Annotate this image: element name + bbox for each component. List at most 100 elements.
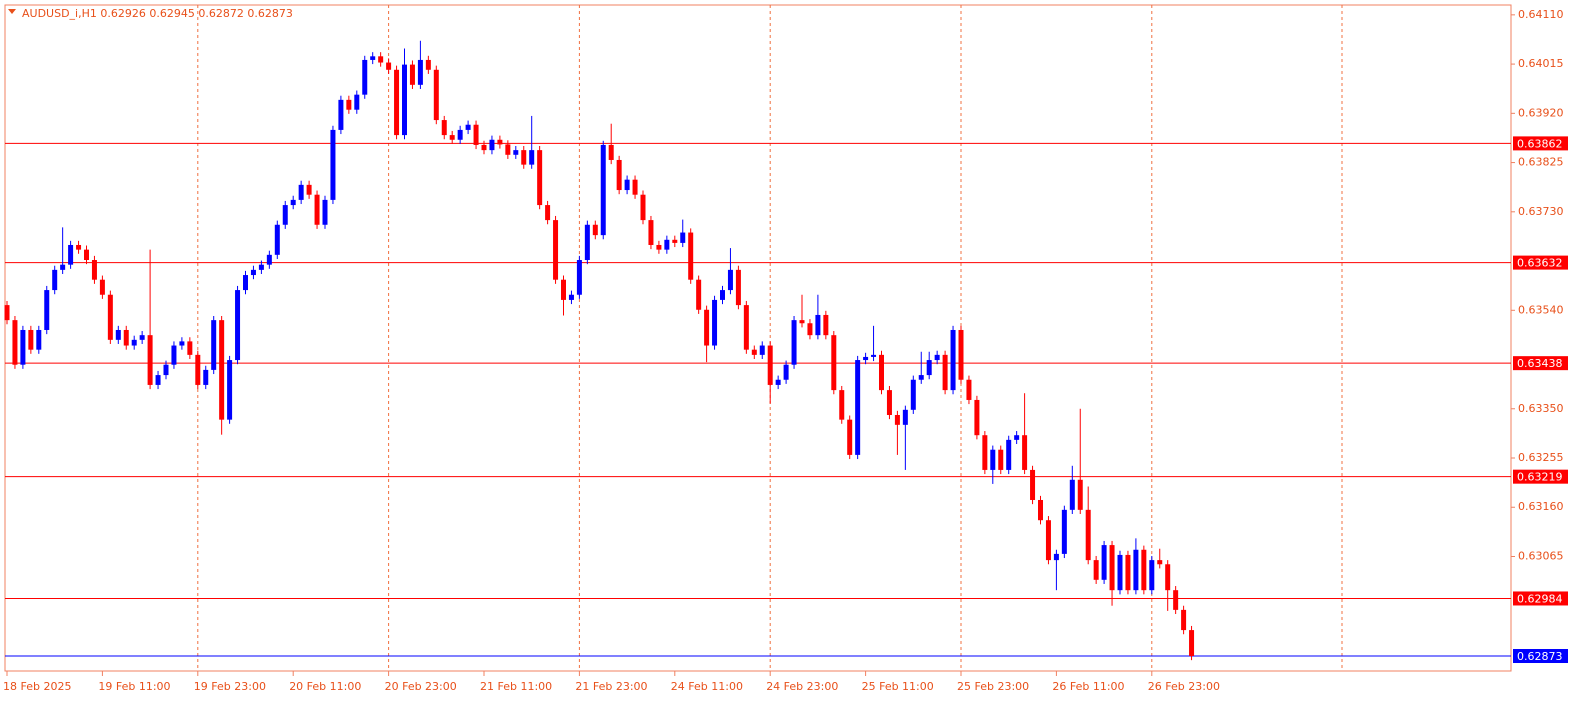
y-tick-label: 0.63825 xyxy=(1518,156,1564,169)
candle-body xyxy=(632,179,638,195)
candle-body xyxy=(910,379,916,410)
level-label: 0.63862 xyxy=(1517,137,1563,150)
candle-body xyxy=(115,329,121,340)
candle-body xyxy=(648,220,654,245)
x-tick-label: 20 Feb 11:00 xyxy=(289,680,361,693)
x-tick-label: 26 Feb 11:00 xyxy=(1052,680,1124,693)
candle-body xyxy=(425,59,431,70)
candle-body xyxy=(998,449,1004,470)
candle-body xyxy=(1030,469,1036,500)
header-open: 0.62926 xyxy=(100,7,146,20)
candle-body xyxy=(958,329,964,380)
candle-body xyxy=(990,449,996,470)
candle-body xyxy=(473,124,479,145)
y-tick-label: 0.63540 xyxy=(1518,303,1564,316)
candle-body xyxy=(258,264,264,270)
candle-body xyxy=(99,279,105,295)
candle-body xyxy=(354,94,360,110)
candle-body xyxy=(20,329,26,365)
candle-body xyxy=(879,354,884,391)
candle-body xyxy=(84,249,89,261)
candle-body xyxy=(537,150,543,206)
candle-body xyxy=(1045,520,1051,561)
candle-body xyxy=(521,150,527,165)
candle-body xyxy=(1157,560,1163,565)
candle-body xyxy=(250,269,256,276)
candle-body xyxy=(481,144,487,151)
candle-body xyxy=(815,314,821,336)
candle-body xyxy=(855,360,861,455)
candle-body xyxy=(147,335,153,385)
candle-body xyxy=(465,124,471,130)
candle-body xyxy=(1093,560,1099,580)
candle-body xyxy=(44,290,50,330)
candle-body xyxy=(751,349,757,355)
candle-body xyxy=(918,375,924,380)
candle-body xyxy=(4,305,10,321)
y-tick-label: 0.64015 xyxy=(1518,57,1564,70)
level-label-box xyxy=(1513,649,1568,664)
level-label-box xyxy=(1513,591,1568,606)
candle-body xyxy=(12,320,18,365)
x-tick-label: 21 Feb 23:00 xyxy=(575,680,647,693)
candle-body xyxy=(767,345,773,385)
candle-body xyxy=(1061,509,1067,554)
y-tick-label: 0.63350 xyxy=(1518,402,1564,415)
chart-header: AUDUSD_i,H1 0.62926 0.62945 0.62872 0.62… xyxy=(22,7,293,20)
candle-body xyxy=(171,345,177,365)
candle-body xyxy=(839,390,845,420)
candle-body xyxy=(672,239,678,243)
symbol: AUDUSD_i,H1 xyxy=(22,7,97,20)
x-tick-label: 24 Feb 23:00 xyxy=(766,680,838,693)
candle-body xyxy=(942,354,948,391)
candle-body xyxy=(1181,609,1187,631)
level-label: 0.62984 xyxy=(1517,592,1563,605)
candle-body xyxy=(553,220,559,280)
level-label: 0.63219 xyxy=(1517,471,1563,484)
candle-body xyxy=(243,275,248,291)
candle-body xyxy=(950,329,956,391)
x-tick-label: 25 Feb 23:00 xyxy=(957,680,1029,693)
candle-body xyxy=(1077,479,1083,510)
y-tick-label: 0.63730 xyxy=(1518,205,1564,218)
candle-body xyxy=(894,414,900,425)
candle-body xyxy=(163,364,169,376)
candle-body xyxy=(298,184,304,200)
candle-body xyxy=(203,369,209,385)
candle-body xyxy=(417,59,423,85)
candle-body xyxy=(1069,479,1075,510)
candle-body xyxy=(1085,509,1091,561)
candle-body xyxy=(688,232,694,280)
y-tick-label: 0.64110 xyxy=(1518,8,1564,21)
candle-body xyxy=(600,144,606,236)
y-tick-label: 0.63255 xyxy=(1518,451,1564,464)
candle-body xyxy=(441,120,447,136)
candle-body xyxy=(791,320,797,365)
candle-body xyxy=(720,290,725,300)
level-label: 0.63438 xyxy=(1517,357,1563,370)
candle-body xyxy=(529,150,535,165)
candle-body xyxy=(28,329,34,350)
y-tick-label: 0.63920 xyxy=(1518,106,1564,119)
candle-body xyxy=(290,199,296,206)
candle-body xyxy=(1053,553,1059,561)
candle-body xyxy=(1149,560,1155,591)
candle-body xyxy=(235,290,241,361)
candle-body xyxy=(783,364,789,380)
candle-body xyxy=(36,329,42,350)
menu-icon[interactable] xyxy=(8,9,16,14)
candle-body xyxy=(76,244,82,250)
candle-body xyxy=(576,260,582,295)
candle-body xyxy=(274,224,280,255)
candle-body xyxy=(592,224,598,236)
level-label-box xyxy=(1513,469,1568,484)
candle-body xyxy=(704,309,710,346)
candle-body xyxy=(886,390,892,415)
candle-body xyxy=(727,269,733,291)
x-tick-label: 26 Feb 23:00 xyxy=(1148,680,1220,693)
candle-body xyxy=(656,244,662,250)
candle-body xyxy=(1117,554,1123,591)
candle-body xyxy=(505,144,511,155)
header-high: 0.62945 xyxy=(149,7,195,20)
candle-body xyxy=(52,269,58,291)
